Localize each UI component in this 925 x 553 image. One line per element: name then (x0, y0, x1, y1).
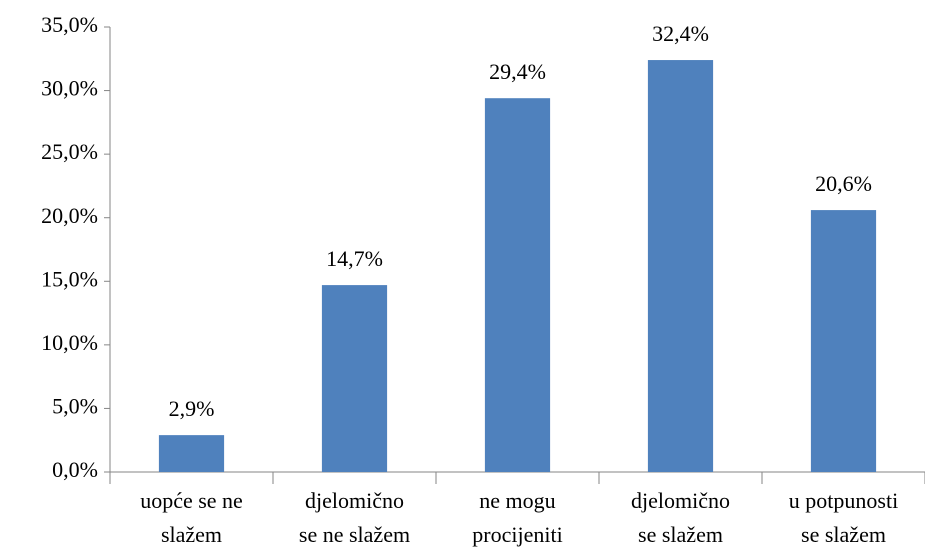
x-tick-label: uopće se ne (140, 488, 243, 513)
x-tick-label: ne mogu (479, 488, 555, 513)
x-tick-label: se slažem (801, 522, 886, 547)
y-tick-label: 0,0% (52, 457, 98, 482)
x-tick-label: djelomično (305, 488, 404, 513)
x-tick-label: procijeniti (472, 522, 562, 547)
x-tick-label: slažem (161, 522, 222, 547)
y-tick-label: 25,0% (41, 139, 98, 164)
data-label: 32,4% (652, 21, 709, 46)
y-tick-label: 30,0% (41, 76, 98, 101)
y-tick-label: 20,0% (41, 203, 98, 228)
bar (158, 435, 225, 472)
x-tick-label: u potpunosti (789, 488, 898, 513)
bar (647, 60, 714, 473)
bar (321, 285, 388, 472)
data-label: 2,9% (169, 396, 215, 421)
x-tick-label: djelomično (631, 488, 730, 513)
x-tick-label: se ne slažem (299, 522, 410, 547)
y-tick-label: 35,0% (41, 12, 98, 37)
y-tick-label: 15,0% (41, 266, 98, 291)
bar (484, 98, 551, 472)
bar (810, 210, 877, 473)
data-label: 14,7% (326, 246, 383, 271)
data-label: 20,6% (815, 171, 872, 196)
x-tick-label: se slažem (638, 522, 723, 547)
y-tick-label: 5,0% (52, 393, 98, 418)
data-label: 29,4% (489, 59, 546, 84)
y-tick-label: 10,0% (41, 330, 98, 355)
